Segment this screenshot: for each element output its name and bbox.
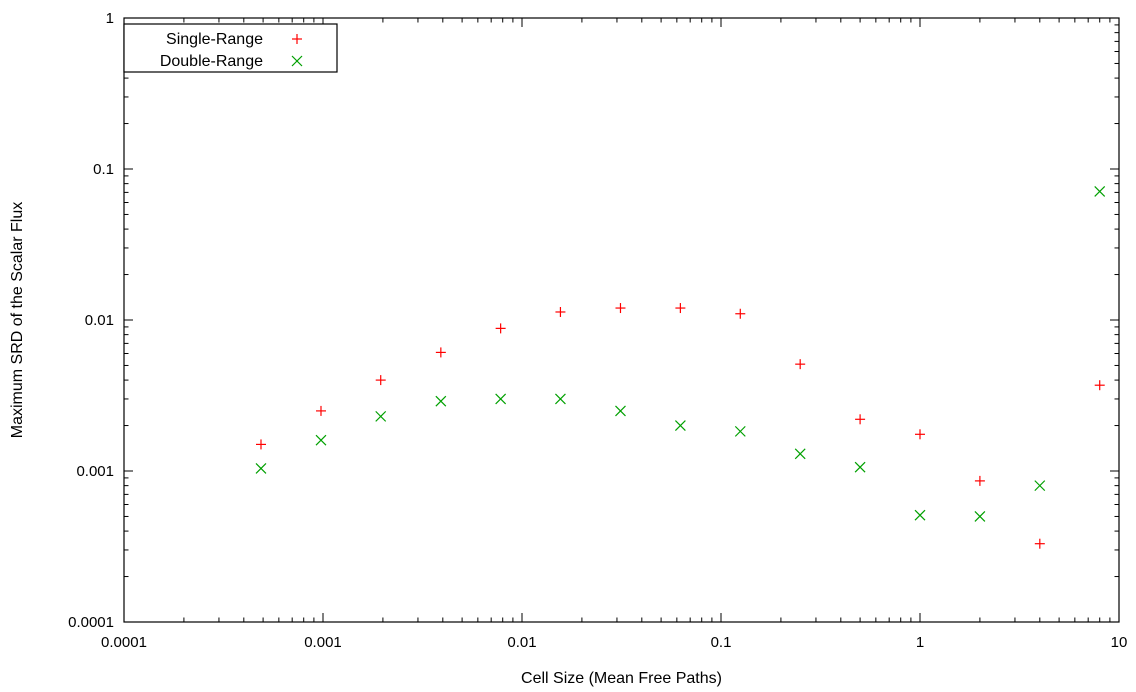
x-axis-title: Cell Size (Mean Free Paths) bbox=[521, 670, 722, 687]
y-tick-label: 0.1 bbox=[93, 161, 114, 178]
data-point-single-range bbox=[375, 375, 386, 386]
data-point-double-range bbox=[615, 405, 626, 417]
data-point-double-range bbox=[734, 425, 746, 437]
y-tick-label: 0.001 bbox=[76, 463, 114, 480]
data-point-single-range bbox=[855, 414, 866, 425]
data-point-single-range bbox=[435, 347, 446, 358]
data-point-single-range bbox=[1094, 380, 1105, 391]
data-point-single-range bbox=[675, 303, 686, 314]
data-point-single-range bbox=[555, 306, 566, 317]
data-point-single-range bbox=[1034, 538, 1045, 549]
data-point-double-range bbox=[375, 410, 387, 422]
x-tick-label: 0.01 bbox=[507, 634, 536, 651]
axis-ticks: 0.0001 0.001 0.01 0.1 1 10 0.0001 0.001 0.01 0.1 1 bbox=[68, 10, 1127, 651]
legend-box bbox=[123, 23, 338, 73]
legend-label-double-range: Double-Range bbox=[160, 53, 263, 70]
data-point-single-range bbox=[315, 405, 326, 416]
x-tick-label: 0.1 bbox=[711, 634, 732, 651]
y-tick-label: 0.0001 bbox=[68, 614, 114, 631]
legend-symbol-single-range bbox=[292, 34, 302, 44]
data-point-single-range bbox=[735, 308, 746, 319]
data-point-double-range bbox=[914, 509, 926, 521]
data-point-single-range bbox=[915, 429, 925, 440]
data-point-double-range bbox=[255, 463, 267, 474]
data-point-double-range bbox=[674, 420, 686, 431]
data-point-double-range bbox=[1034, 480, 1046, 492]
x-tick-label: 1 bbox=[916, 634, 924, 651]
legend: Single-Range Double-Range bbox=[123, 23, 338, 73]
y-axis-title: Maximum SRD of the Scalar Flux bbox=[9, 202, 26, 439]
data-point-double-range bbox=[794, 448, 806, 460]
data-point-double-range bbox=[495, 393, 507, 405]
x-tick-label: 0.0001 bbox=[101, 634, 147, 651]
data-point-double-range bbox=[315, 434, 327, 446]
x-tick-label: 10 bbox=[1111, 634, 1128, 651]
legend-symbol-double-range bbox=[291, 55, 303, 67]
data-point-double-range bbox=[435, 395, 447, 407]
legend-marker-single-range bbox=[292, 34, 302, 44]
data-point-single-range bbox=[615, 303, 626, 314]
data-point-double-range bbox=[555, 393, 566, 405]
x-tick-label: 0.001 bbox=[304, 634, 342, 651]
data-point-double-range bbox=[1094, 186, 1106, 197]
data-point-single-range bbox=[795, 359, 806, 370]
data-point-single-range bbox=[495, 323, 506, 334]
legend-marker-double-range bbox=[291, 55, 303, 67]
data-point-double-range bbox=[974, 511, 986, 522]
y-tick-label: 1 bbox=[106, 10, 114, 27]
data-points bbox=[255, 186, 1106, 549]
data-point-single-range bbox=[255, 439, 266, 450]
legend-label-single-range: Single-Range bbox=[166, 31, 263, 48]
data-point-double-range bbox=[854, 461, 866, 473]
plot-frame bbox=[123, 17, 1120, 623]
data-point-single-range bbox=[974, 475, 985, 486]
y-tick-label: 0.01 bbox=[85, 312, 114, 329]
